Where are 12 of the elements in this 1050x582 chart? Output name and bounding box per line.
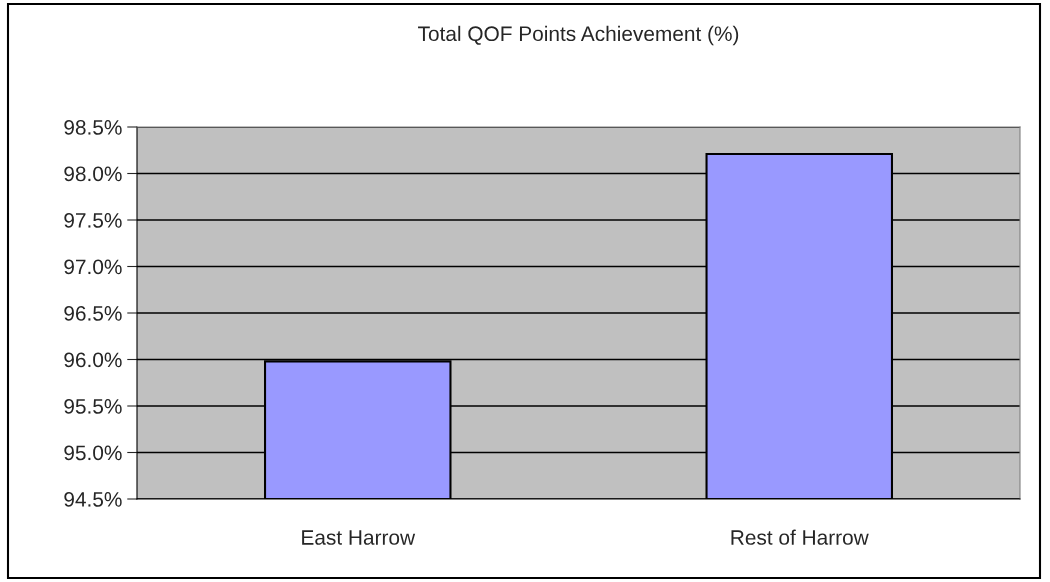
y-tick-label: 95.0% [64, 445, 122, 461]
y-tick-label: 97.0% [64, 259, 122, 275]
y-tick-label: 97.5% [64, 213, 122, 228]
x-tick-label: East Harrow [302, 530, 416, 545]
chart-title: Total QOF Points Achievement (%) [418, 25, 739, 46]
y-tick-label: 96.0% [64, 352, 122, 368]
y-tick-label: 96.5% [64, 306, 122, 321]
y-tick-label: 98.0% [64, 166, 122, 182]
y-tick-label: 98.5% [64, 120, 122, 135]
y-tick-label: 95.5% [64, 399, 122, 414]
x-tick-label: Rest of Harrow [731, 529, 869, 545]
y-tick-label: 94.5% [64, 492, 122, 507]
